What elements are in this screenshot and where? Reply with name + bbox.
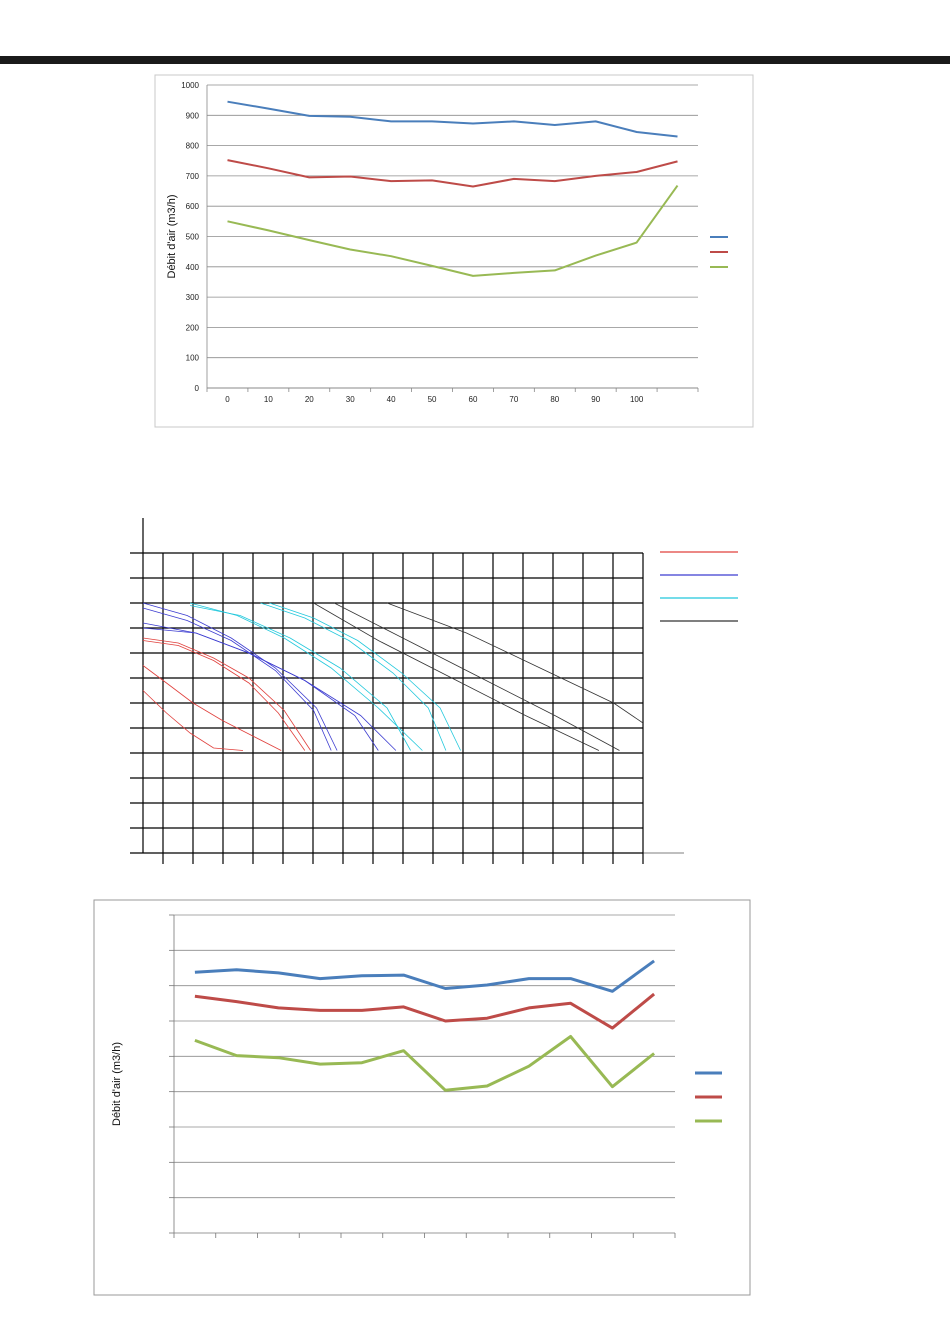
chart-2-series-curve [269,602,461,751]
chart-3-series-line [194,992,656,1030]
chart-2-series-curve [142,665,282,751]
chart-2-series-curve [313,602,600,751]
chart-1-series-line [227,159,678,188]
chart-3-series-line [194,959,655,993]
chart-2-series-curve [190,605,411,751]
chart-1-y-tick-label: 900 [186,111,200,120]
chart-1-x-tick-label: 20 [305,395,314,404]
chart-2 [130,518,738,864]
chart-3-series-line [194,1035,656,1092]
chart-1-x-tick-label: 50 [428,395,437,404]
chart-1: 0 100 200 300 400 500 600 700 800 900 1000 0 10 20 30 4… [154,74,754,428]
chart-2-series-curve [386,602,644,724]
page-top-rule [0,56,950,64]
chart-1-x-tick-label: 60 [469,395,478,404]
chart-1-x-tick-label: 0 [225,395,230,404]
chart-1-x-tick-label: 80 [550,395,559,404]
chart-1-y-tick-label: 400 [186,263,200,272]
chart-1-x-tick-label: 10 [264,395,273,404]
chart-1-y-tick-label: 800 [186,142,200,151]
chart-1-y-tick-label: 700 [186,172,200,181]
chart-1-y-tick-label: 1000 [181,81,199,90]
chart-1-y-tick-label: 0 [195,384,200,393]
chart-1-frame [154,74,754,428]
chart-3-frame [93,899,751,1296]
chart-2-series-curve [142,627,397,751]
chart-2-series-curve [142,690,244,751]
chart-3: Débit d'air (m3/h) [93,899,751,1296]
chart-1-y-axis-label: Débit d'air (m3/h) [166,194,178,278]
chart-1-y-tick-label: 200 [186,323,200,332]
chart-1-y-tick-label: 100 [186,354,200,363]
chart-1-x-tick-label: 90 [591,395,600,404]
chart-3-y-axis-label: Débit d'air (m3/h) [111,1042,123,1126]
chart-2-series-curve [142,640,306,751]
chart-1-x-tick-label: 30 [346,395,355,404]
chart-2-series-curve [334,602,620,751]
chart-1-x-tick-label: 40 [387,395,396,404]
chart-2-series-curve [260,602,447,751]
chart-2-series-curve [142,637,311,751]
chart-1-series-line [227,100,678,138]
chart-1-x-tick-label: 70 [509,395,518,404]
chart-1-y-tick-label: 600 [186,202,200,211]
chart-1-x-tick-label: 100 [630,395,644,404]
chart-1-y-tick-label: 500 [186,233,200,242]
chart-1-series-line [227,185,679,277]
chart-1-y-tick-label: 300 [186,293,200,302]
chart-2-series-curve [142,602,338,751]
